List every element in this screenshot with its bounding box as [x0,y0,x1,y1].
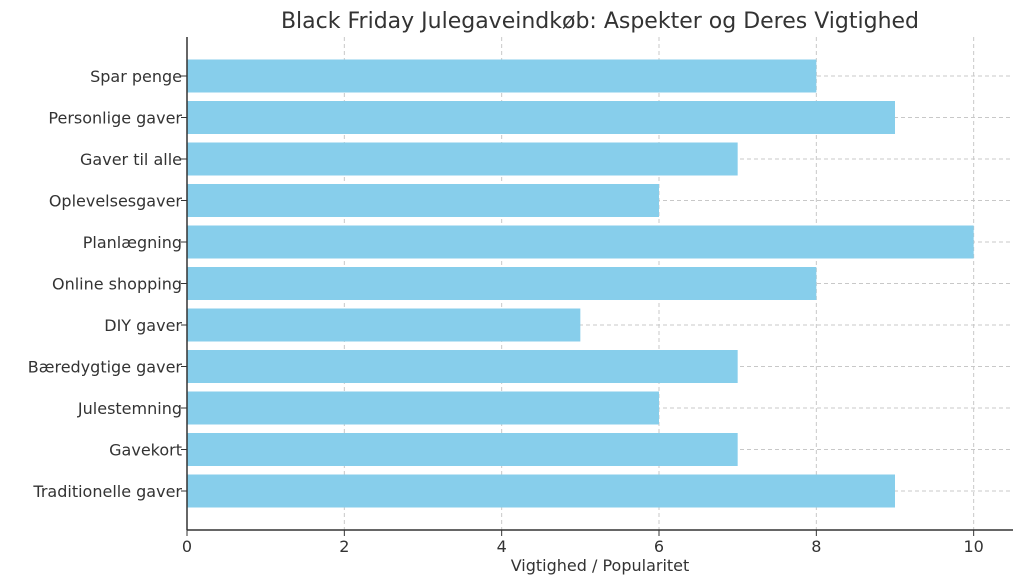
y-tick-label: DIY gaver [104,316,182,335]
bar [187,308,581,342]
y-tick-label: Online shopping [52,275,182,294]
bar [187,225,974,259]
bar [187,184,659,217]
y-tick-label: Julestemning [77,399,182,418]
y-tick-label: Planlægning [83,233,182,252]
y-tick-label: Bæredygtige gaver [28,358,183,377]
chart-title: Black Friday Julegaveindkøb: Aspekter og… [281,9,919,34]
x-tick-label: 8 [811,537,821,556]
y-tick-label: Traditionelle gaver [32,482,182,501]
x-axis-label: Vigtighed / Popularitet [511,556,690,575]
y-tick-labels: Spar penge Personlige gaver Gaver til alle… [28,67,187,501]
x-tick-label: 0 [182,537,192,556]
y-tick-label: Gavekort [109,441,182,460]
bar [187,474,895,508]
x-tick-labels: 0 2 4 6 8 10 [182,530,984,556]
y-tick-label: Gaver til alle [80,150,182,169]
x-tick-label: 2 [339,537,349,556]
x-tick-label: 6 [654,537,664,556]
x-tick-label: 10 [963,537,983,556]
y-tick-label: Spar penge [90,67,182,86]
x-tick-label: 4 [497,537,507,556]
y-tick-label: Personlige gaver [48,109,182,128]
bar [187,433,738,466]
y-tick-label: Oplevelsesgaver [49,192,183,211]
bar [187,142,738,176]
bar [187,59,817,93]
bar [187,101,895,134]
bar [187,350,738,383]
bar [187,391,659,425]
bar [187,267,817,300]
bars [187,59,974,508]
